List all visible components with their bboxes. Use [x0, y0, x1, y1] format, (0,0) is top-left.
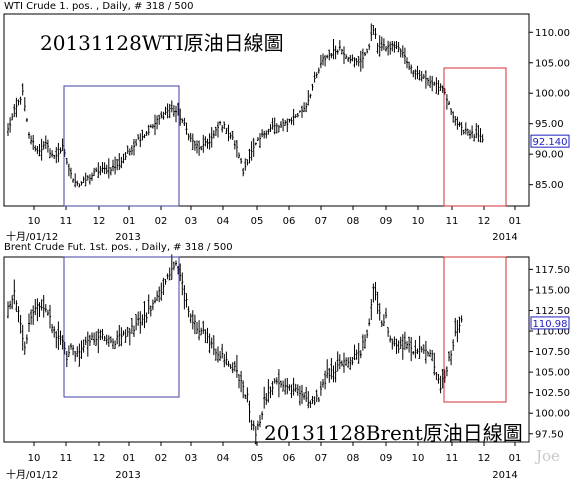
- wti-last-value-box: 92.140: [530, 134, 570, 148]
- x-month-label: 06: [283, 453, 296, 464]
- blue-highlight-top: [63, 85, 180, 207]
- wti-price-bars: [7, 23, 484, 188]
- wti-chart-title: 20131128WTI原油日線圖: [40, 31, 284, 55]
- y-tick-label: 105.00: [535, 368, 570, 379]
- x-month-label: 12: [478, 216, 491, 227]
- x-month-label: 12: [93, 453, 106, 464]
- brent-x-axis: 10 11 12 01 02 03 04 05 06 07 08 09 10 11 12 01 十月/01/12…: [6, 442, 521, 481]
- y-tick-label: 115.00: [535, 285, 570, 296]
- y-tick-label: 105.00: [535, 58, 570, 69]
- x-month-label: 08: [347, 453, 360, 464]
- x-month-label: 10: [28, 453, 41, 464]
- x-month-label: 09: [380, 216, 393, 227]
- brent-chart-title: 20131128Brent原油日線圖: [264, 421, 523, 445]
- x-month-label: 10: [412, 453, 425, 464]
- x-month-label: 02: [155, 453, 168, 464]
- x-month-label: 05: [251, 453, 264, 464]
- x-month-label: 12: [478, 453, 491, 464]
- x-month-label: 11: [60, 216, 73, 227]
- x-month-label: 11: [446, 216, 459, 227]
- x-month-label: 01: [509, 453, 522, 464]
- y-tick-label: 85.00: [535, 180, 564, 191]
- y-tick-label: 117.50: [535, 265, 570, 276]
- wti-x-axis: 10 11 12 01 02 03 04 05 06 07 08 09 10 11 12 01 十月/01/12…: [6, 206, 521, 243]
- brent-y-axis: 117.50 115.00 112.50 110.00 107.50 105.00 102.…: [529, 265, 570, 440]
- x-month-label: 06: [283, 216, 296, 227]
- brent-price-bars: [7, 254, 463, 445]
- x-year-label: 2014: [492, 232, 517, 243]
- x-month-label: 11: [60, 453, 73, 464]
- x-month-label: 01: [509, 216, 522, 227]
- x-month-label: 10: [412, 216, 425, 227]
- y-tick-label: 97.50: [535, 429, 564, 440]
- y-tick-label: 102.50: [535, 388, 570, 399]
- x-year-label: 2013: [115, 470, 140, 481]
- y-tick-label: 90.00: [535, 150, 564, 161]
- blue-highlight-bottom: [63, 256, 180, 398]
- wti-plot-frame: [3, 13, 530, 207]
- x-year-label: 2014: [492, 470, 517, 481]
- x-month-label: 07: [315, 216, 328, 227]
- red-highlight-bottom: [443, 256, 507, 403]
- y-tick-label: 95.00: [535, 119, 564, 130]
- brent-last-value-box: 110.98: [530, 316, 570, 330]
- y-tick-label: 100.00: [535, 89, 570, 100]
- x-month-label: 02: [155, 216, 168, 227]
- x-start-date-label: 十月/01/12: [6, 468, 58, 481]
- y-tick-label: 110.00: [535, 28, 570, 39]
- x-month-label: 08: [347, 216, 360, 227]
- x-month-label: 11: [446, 453, 459, 464]
- watermark-signature: Joe: [534, 447, 560, 465]
- brent-panel-header: Brent Crude Fut. 1st. pos. , Daily, # 31…: [4, 242, 233, 253]
- x-month-label: 05: [251, 216, 264, 227]
- x-month-label: 12: [93, 216, 106, 227]
- x-month-label: 09: [380, 453, 393, 464]
- y-tick-label: 112.50: [535, 306, 570, 317]
- brent-plot-frame: [3, 256, 530, 443]
- x-month-label: 04: [217, 453, 230, 464]
- y-tick-label: 107.50: [535, 347, 570, 358]
- y-tick-label: 110.00: [535, 327, 570, 338]
- y-tick-label: 100.00: [535, 409, 570, 420]
- red-highlight-top: [443, 67, 507, 207]
- x-month-label: 03: [185, 453, 198, 464]
- x-start-date-label: 十月/01/12: [6, 230, 58, 243]
- wti-y-axis: 110.00 105.00 100.00 95.00 90.00 85.00: [529, 28, 570, 191]
- brent-last-value: 110.98: [533, 319, 568, 330]
- x-month-label: 07: [315, 453, 328, 464]
- wti-last-value: 92.140: [533, 137, 568, 148]
- x-month-label: 01: [123, 216, 136, 227]
- x-year-label: 2013: [115, 232, 140, 243]
- x-month-label: 10: [28, 216, 41, 227]
- x-month-label: 04: [217, 216, 230, 227]
- x-month-label: 03: [185, 216, 198, 227]
- wti-panel-header: WTI Crude 1. pos. , Daily, # 318 / 500: [4, 1, 194, 12]
- x-month-label: 01: [123, 453, 136, 464]
